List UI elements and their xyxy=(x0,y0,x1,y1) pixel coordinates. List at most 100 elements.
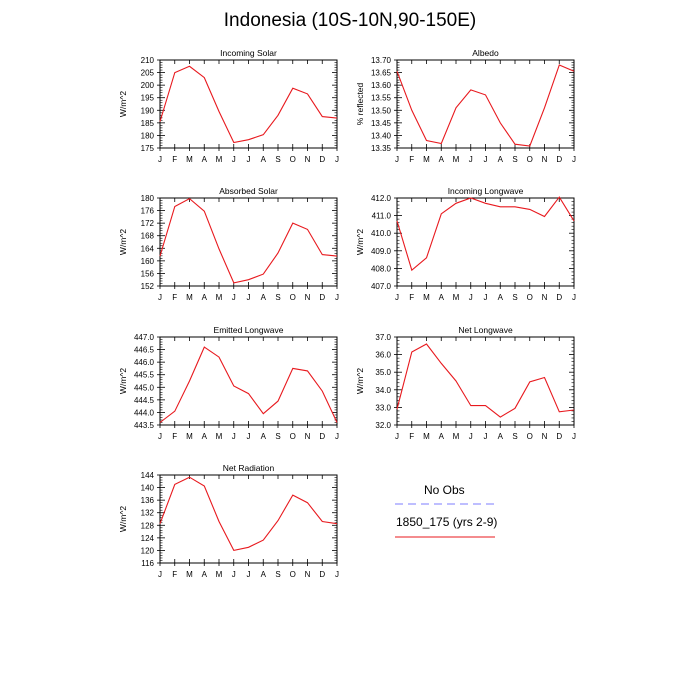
x-tick-label: M xyxy=(186,155,193,164)
series-line xyxy=(159,346,338,423)
y-tick-label: 37.0 xyxy=(375,333,391,342)
series-line xyxy=(159,65,338,144)
y-tick-label: 444.5 xyxy=(134,396,155,405)
x-tick-label: F xyxy=(409,155,414,164)
y-tick-label: 13.35 xyxy=(371,144,392,153)
x-tick-label: J xyxy=(247,293,251,302)
panel-title: Incoming Longwave xyxy=(448,186,524,196)
x-tick-label: N xyxy=(542,155,548,164)
y-tick-label: 13.65 xyxy=(371,69,392,78)
x-tick-label: N xyxy=(542,432,548,441)
x-tick-label: A xyxy=(261,293,267,302)
y-tick-label: 205 xyxy=(141,69,155,78)
panel-title: Net Radiation xyxy=(223,463,275,473)
y-tick-label: 190 xyxy=(141,106,155,115)
x-tick-label: A xyxy=(202,293,208,302)
x-tick-label: D xyxy=(319,432,325,441)
panel-title: Albedo xyxy=(472,48,499,58)
x-tick-label: S xyxy=(275,432,280,441)
y-axis-label: W/m^2 xyxy=(118,229,128,255)
x-tick-label: J xyxy=(572,293,576,302)
x-tick-label: D xyxy=(319,155,325,164)
x-tick-label: J xyxy=(484,155,488,164)
y-tick-label: 13.70 xyxy=(371,56,392,65)
x-tick-label: S xyxy=(512,155,517,164)
x-tick-label: O xyxy=(527,293,533,302)
panel-title: Emitted Longwave xyxy=(214,325,284,335)
y-tick-label: 444.0 xyxy=(134,408,155,417)
y-tick-label: 132 xyxy=(141,509,155,518)
x-tick-label: A xyxy=(498,155,504,164)
x-tick-label: F xyxy=(172,432,177,441)
x-tick-label: S xyxy=(275,155,280,164)
x-tick-label: D xyxy=(556,293,562,302)
y-tick-label: 180 xyxy=(141,131,155,140)
legend-obs-label: No Obs xyxy=(424,483,465,497)
y-tick-label: 160 xyxy=(141,257,155,266)
x-tick-label: M xyxy=(186,432,193,441)
x-tick-label: A xyxy=(439,155,445,164)
y-tick-label: 445.5 xyxy=(134,371,155,380)
x-tick-label: F xyxy=(172,155,177,164)
y-tick-label: 446.0 xyxy=(134,358,155,367)
plot-frame xyxy=(159,336,338,426)
x-tick-label: D xyxy=(556,155,562,164)
x-tick-label: J xyxy=(395,293,399,302)
x-tick-label: M xyxy=(453,155,460,164)
y-tick-label: 172 xyxy=(141,219,155,228)
figure-title: Indonesia (10S-10N,90-150E) xyxy=(223,10,477,31)
x-tick-label: N xyxy=(305,570,311,579)
x-tick-label: S xyxy=(512,432,517,441)
x-tick-label: D xyxy=(556,432,562,441)
x-tick-label: J xyxy=(395,155,399,164)
x-tick-label: M xyxy=(216,293,223,302)
x-tick-label: J xyxy=(395,432,399,441)
y-tick-label: 35.0 xyxy=(375,368,391,377)
x-tick-label: A xyxy=(202,155,208,164)
x-tick-label: M xyxy=(453,432,460,441)
x-tick-label: A xyxy=(498,432,504,441)
x-tick-label: J xyxy=(484,432,488,441)
series-line xyxy=(396,196,575,272)
y-tick-label: 140 xyxy=(141,484,155,493)
x-tick-label: N xyxy=(542,293,548,302)
x-tick-label: O xyxy=(290,432,296,441)
x-tick-label: M xyxy=(453,293,460,302)
x-tick-label: J xyxy=(469,432,473,441)
x-tick-label: J xyxy=(335,293,339,302)
x-tick-label: M xyxy=(186,570,193,579)
x-tick-label: F xyxy=(172,570,177,579)
plot-frame xyxy=(159,59,338,149)
x-tick-label: A xyxy=(261,432,267,441)
y-tick-label: 180 xyxy=(141,194,155,203)
y-tick-label: 447.0 xyxy=(134,333,155,342)
y-tick-label: 13.40 xyxy=(371,131,392,140)
x-tick-label: M xyxy=(423,432,430,441)
x-tick-label: O xyxy=(290,155,296,164)
x-tick-label: J xyxy=(247,432,251,441)
x-tick-label: J xyxy=(335,432,339,441)
x-tick-label: N xyxy=(305,155,311,164)
panel-title: Absorbed Solar xyxy=(219,186,278,196)
y-tick-label: 120 xyxy=(141,546,155,555)
x-tick-label: M xyxy=(423,293,430,302)
panel-title: Incoming Solar xyxy=(220,48,277,58)
y-tick-label: 411.0 xyxy=(372,212,392,221)
x-tick-label: F xyxy=(409,293,414,302)
y-tick-label: 32.0 xyxy=(375,421,391,430)
x-tick-label: A xyxy=(261,155,267,164)
x-tick-label: J xyxy=(232,155,236,164)
x-tick-label: J xyxy=(572,432,576,441)
series-line xyxy=(159,197,338,284)
y-tick-label: 175 xyxy=(141,144,155,153)
plot-frame xyxy=(159,474,338,564)
legend-model-label: 1850_175 (yrs 2-9) xyxy=(396,515,498,529)
x-tick-label: D xyxy=(319,570,325,579)
x-tick-label: O xyxy=(290,293,296,302)
y-tick-label: 210 xyxy=(141,56,155,65)
y-axis-label: W/m^2 xyxy=(118,506,128,532)
